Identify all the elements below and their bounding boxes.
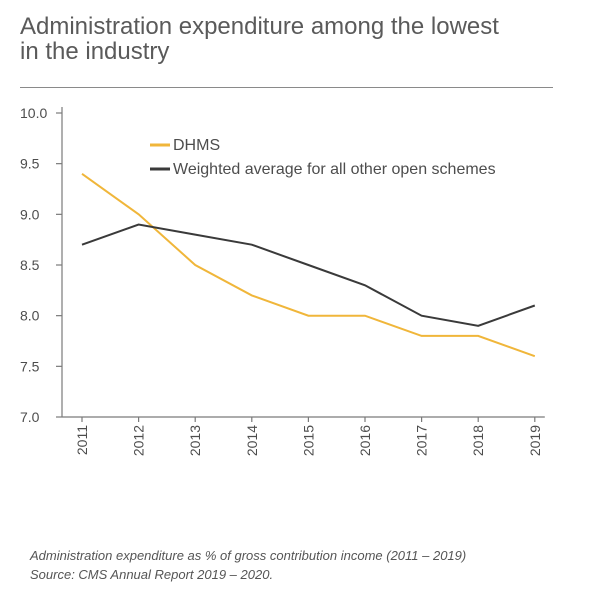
chart-title-line-2: in the industry — [20, 38, 170, 65]
y-tick-label: 7.0 — [20, 409, 40, 425]
chart-title: Administration expenditure among the low… — [20, 14, 560, 64]
caption-description: Administration expenditure as % of gross… — [30, 548, 467, 563]
y-tick-label: 8.0 — [20, 308, 40, 324]
x-tick-label: 2011 — [74, 425, 90, 455]
caption-source: Source: CMS Annual Report 2019 – 2020. — [30, 567, 274, 582]
x-tick-label: 2018 — [470, 425, 486, 456]
y-tick-label: 8.5 — [20, 257, 40, 273]
y-tick-label: 7.5 — [20, 358, 40, 374]
series-line-weighted-average — [81, 223, 536, 327]
y-tick-label: 10.0 — [20, 105, 47, 121]
x-tick-label: 2015 — [300, 425, 316, 456]
x-tick-label: 2019 — [527, 425, 543, 456]
y-tick-label: 9.5 — [20, 156, 40, 172]
x-tick-label: 2014 — [244, 425, 260, 456]
chart-title-line-1: Administration expenditure among the low… — [20, 13, 499, 40]
legend-label-dhms: DHMS — [173, 137, 220, 154]
x-tick-label: 2016 — [357, 425, 373, 456]
title-divider — [20, 87, 553, 88]
x-tick-label: 2012 — [131, 425, 147, 456]
x-tick-label: 2017 — [414, 425, 430, 456]
legend-label-weighted-average: Weighted average for all other open sche… — [173, 161, 496, 178]
chart-caption: Administration expenditure as % of gross… — [30, 546, 466, 584]
y-tick-label: 9.0 — [20, 206, 40, 222]
x-tick-label: 2013 — [187, 425, 203, 456]
line-chart: 7.0 7.5 8.0 8.5 9.0 9.5 10.0 2011 2012 2013 2014 20… — [20, 105, 545, 456]
series-line-dhms — [81, 172, 536, 358]
